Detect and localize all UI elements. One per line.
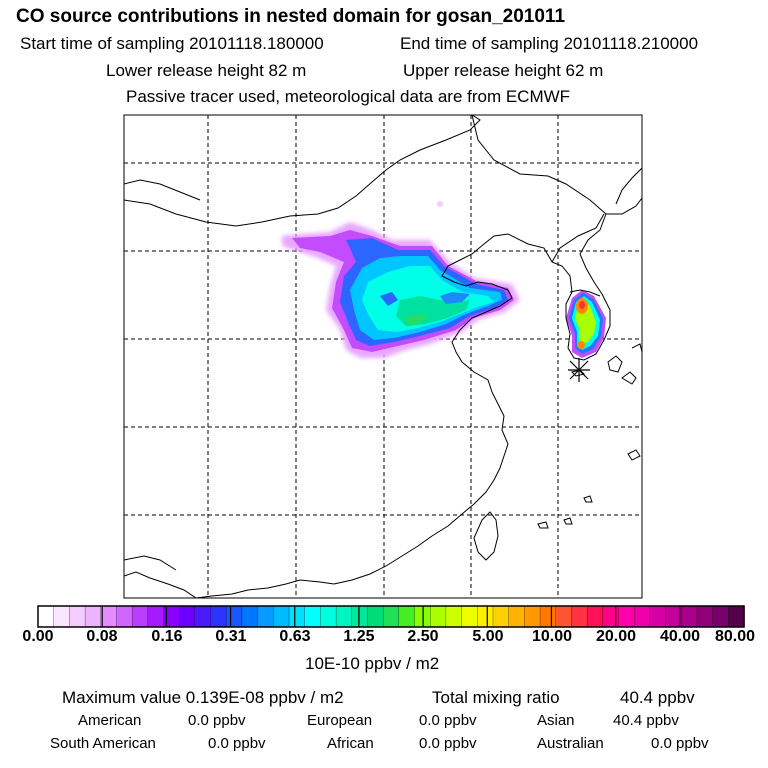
colorbar-cell (37, 605, 55, 628)
upper-height-label: Upper release height 62 m (403, 61, 604, 80)
south-american-label: South American (50, 735, 156, 752)
colorbar-cell (147, 605, 165, 628)
end-time-label: End time of sampling 20101118.210000 (400, 34, 699, 53)
colorbar-cell (273, 605, 290, 628)
colorbar-cell (116, 605, 133, 628)
colorbar-cell (681, 605, 698, 628)
colorbar-tick-label: 0.08 (86, 628, 118, 645)
colorbar-tick-label: 0.31 (215, 628, 247, 645)
colorbar-tick-label: 20.00 (595, 628, 637, 645)
colorbar-cell (367, 605, 384, 628)
colorbar-cell (571, 605, 588, 628)
colorbar-cell (508, 605, 526, 628)
colorbar-cell (131, 605, 149, 628)
asian-label: Asian (537, 712, 575, 729)
colorbar-cell (398, 605, 416, 628)
colorbar-cell (634, 605, 651, 628)
colorbar-cell (257, 605, 274, 628)
colorbar-tick-label: 5.00 (472, 628, 504, 645)
colorbar-cell (84, 605, 102, 628)
colorbar-cell (477, 605, 494, 628)
colorbar-cell (696, 605, 714, 628)
colorbar-cell (69, 605, 86, 628)
african-label: African (327, 735, 374, 752)
colorbar-cell (728, 605, 745, 628)
american-label: American (78, 712, 142, 729)
lower-height-label: Lower release height 82 m (106, 61, 307, 80)
colorbar-tick-label: 10.00 (531, 628, 573, 645)
plume-china (282, 201, 520, 358)
colorbar-cells (37, 605, 745, 628)
colorbar-tick-label: 0.00 (22, 628, 54, 645)
colorbar-cell (53, 605, 71, 628)
australian-value: 0.0 ppbv (651, 735, 709, 752)
tracer-note: Passive tracer used, meteorological data… (126, 87, 571, 106)
colorbar-tick-label: 0.16 (151, 628, 183, 645)
colorbar-tick-label: 2.50 (407, 628, 439, 645)
start-time-label: Start time of sampling 20101118.180000 (20, 34, 324, 53)
colorbar-tick-label: 40.00 (659, 628, 701, 645)
colorbar-cell (461, 605, 478, 628)
colorbar-cell (304, 605, 322, 628)
colorbar-cell (288, 605, 306, 628)
european-value: 0.0 ppbv (419, 712, 477, 729)
colorbar-cell (320, 605, 337, 628)
map-gridlines (124, 115, 642, 598)
colorbar-cell (712, 605, 729, 628)
map-frame (123, 114, 643, 599)
colorbar-cell (524, 605, 541, 628)
colorbar-cell (335, 605, 353, 628)
colorbar-cell (649, 605, 667, 628)
african-value: 0.0 ppbv (419, 735, 477, 752)
coastlines (124, 115, 642, 598)
colorbar-cell (555, 605, 573, 628)
colorbar-frame (37, 605, 745, 628)
colorbar-unit-label: 10E-10 ppbv / m2 (305, 654, 440, 673)
colorbar-cell (492, 605, 510, 628)
colorbar-cell (586, 605, 604, 628)
plume-korea (566, 290, 606, 358)
map-title: CO source contributions in nested domain… (16, 6, 566, 27)
colorbar-cell (100, 605, 118, 628)
max-value-label: Maximum value 0.139E-08 ppbv / m2 (62, 688, 344, 707)
colorbar-tick-label: 0.63 (279, 628, 311, 645)
colorbar-cell (210, 605, 227, 628)
asterisk-icon (568, 358, 590, 382)
asian-value: 40.4 ppbv (613, 712, 679, 729)
colorbar-tick-label: 1.25 (343, 628, 375, 645)
colorbar-cell (179, 605, 196, 628)
colorbar-cell (241, 605, 259, 628)
european-label: European (307, 712, 373, 729)
colorbar-tick-label: 80.00 (714, 628, 756, 645)
total-mixing-ratio-value: 40.4 ppbv (620, 688, 695, 707)
colorbar-cell (351, 605, 369, 628)
colorbar-cell (539, 605, 557, 628)
colorbar-cell (445, 605, 463, 628)
colorbar-cell (618, 605, 635, 628)
colorbar-cell (226, 605, 243, 628)
colorbar-cell (430, 605, 447, 628)
colorbar-cell (602, 605, 620, 628)
colorbar-cell (383, 605, 400, 628)
colorbar-major-dividers (101, 606, 681, 627)
south-american-value: 0.0 ppbv (208, 735, 266, 752)
colorbar-cell (194, 605, 212, 628)
australian-label: Australian (537, 735, 604, 752)
american-value: 0.0 ppbv (188, 712, 246, 729)
total-mixing-ratio-label: Total mixing ratio (432, 688, 560, 707)
